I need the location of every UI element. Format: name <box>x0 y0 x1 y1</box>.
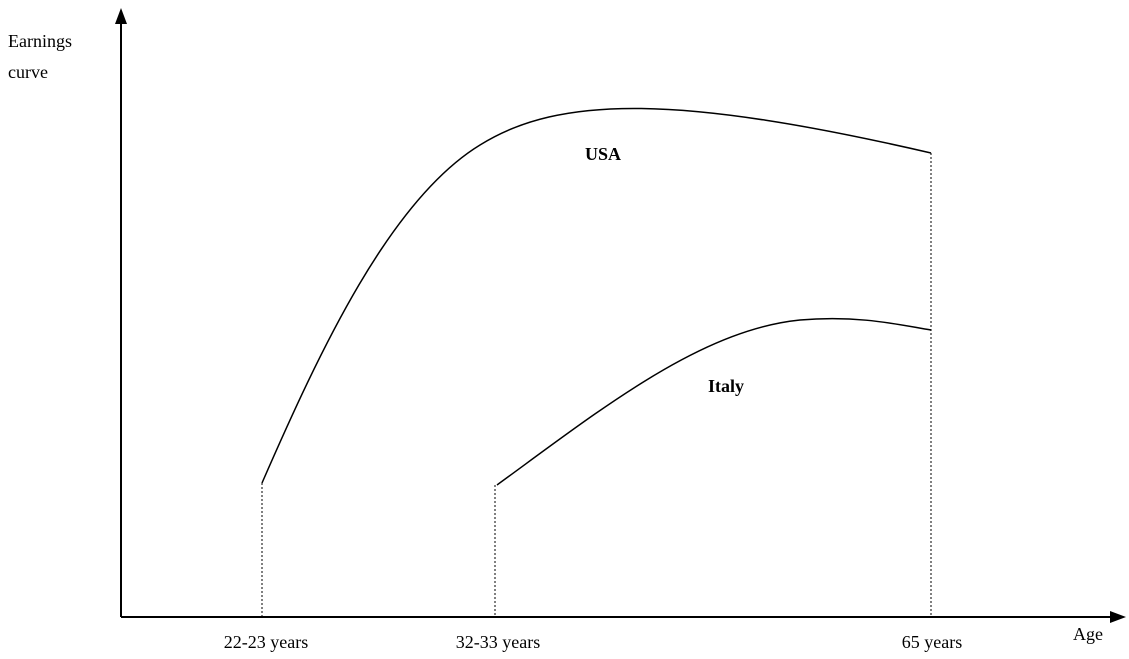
x-axis-arrow <box>1110 611 1126 623</box>
curve-label: Italy <box>708 376 744 396</box>
y-axis-arrow <box>115 8 127 24</box>
y-axis-label: curve <box>8 62 48 82</box>
curve-label: USA <box>585 144 621 164</box>
y-axis-label: Earnings <box>8 31 72 51</box>
x-axis-label: Age <box>1073 624 1103 644</box>
usa-curve <box>261 107 932 484</box>
tick-label: 65 years <box>902 632 962 652</box>
tick-label: 22-23 years <box>224 632 308 652</box>
italy-curve <box>496 317 932 486</box>
tick-label: 32-33 years <box>456 632 540 652</box>
